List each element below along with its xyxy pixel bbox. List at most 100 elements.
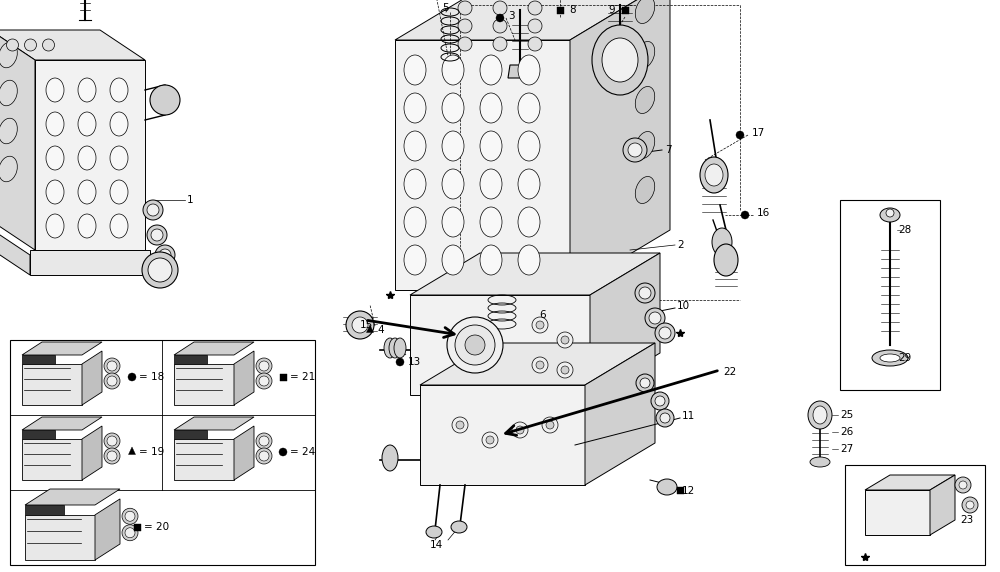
Circle shape	[128, 373, 136, 381]
Ellipse shape	[602, 38, 638, 82]
Ellipse shape	[518, 55, 540, 85]
Circle shape	[660, 413, 670, 423]
Circle shape	[107, 361, 117, 371]
Ellipse shape	[518, 131, 540, 161]
Circle shape	[741, 211, 749, 219]
Polygon shape	[590, 253, 660, 395]
Ellipse shape	[0, 156, 17, 182]
Circle shape	[104, 358, 120, 374]
Circle shape	[458, 1, 472, 15]
Circle shape	[148, 258, 172, 282]
Ellipse shape	[480, 93, 502, 123]
Ellipse shape	[404, 169, 426, 199]
Ellipse shape	[110, 146, 128, 170]
Text: 4: 4	[377, 325, 384, 335]
Polygon shape	[22, 364, 82, 405]
Circle shape	[42, 39, 54, 51]
Ellipse shape	[442, 245, 464, 275]
Circle shape	[659, 327, 671, 339]
Ellipse shape	[518, 93, 540, 123]
Bar	[134, 523, 140, 530]
Text: = 24: = 24	[290, 447, 315, 457]
Circle shape	[655, 396, 665, 406]
Bar	[556, 6, 564, 14]
Circle shape	[628, 143, 642, 157]
Text: 13: 13	[408, 357, 421, 367]
Polygon shape	[22, 417, 102, 430]
Polygon shape	[95, 499, 120, 560]
Ellipse shape	[813, 406, 827, 424]
Ellipse shape	[872, 350, 908, 366]
Text: 11: 11	[682, 411, 695, 421]
Polygon shape	[174, 417, 254, 430]
Text: 22: 22	[723, 367, 736, 377]
Text: = 20: = 20	[144, 522, 169, 532]
Text: 10: 10	[677, 301, 690, 311]
Polygon shape	[22, 342, 102, 355]
Ellipse shape	[404, 245, 426, 275]
Bar	[845, 465, 985, 565]
Circle shape	[736, 131, 744, 139]
Polygon shape	[410, 253, 660, 295]
Ellipse shape	[394, 338, 406, 358]
Circle shape	[256, 373, 272, 389]
Polygon shape	[585, 343, 655, 485]
Ellipse shape	[880, 354, 900, 362]
Ellipse shape	[404, 207, 426, 237]
Circle shape	[104, 373, 120, 389]
Ellipse shape	[635, 177, 655, 204]
Ellipse shape	[78, 78, 96, 102]
Ellipse shape	[389, 338, 401, 358]
Bar	[10, 340, 315, 565]
Ellipse shape	[404, 131, 426, 161]
Polygon shape	[25, 505, 64, 515]
Circle shape	[122, 525, 138, 541]
Polygon shape	[0, 30, 145, 60]
Circle shape	[962, 497, 978, 513]
Circle shape	[656, 409, 674, 427]
Polygon shape	[0, 30, 35, 250]
Polygon shape	[508, 65, 532, 78]
Ellipse shape	[0, 80, 17, 106]
Text: 3: 3	[508, 11, 515, 21]
Circle shape	[561, 336, 569, 344]
Circle shape	[512, 422, 528, 438]
Circle shape	[155, 245, 175, 265]
Text: 8: 8	[569, 5, 576, 15]
Ellipse shape	[442, 169, 464, 199]
Polygon shape	[82, 426, 102, 480]
Ellipse shape	[810, 457, 830, 467]
Ellipse shape	[382, 445, 398, 471]
Ellipse shape	[657, 479, 677, 495]
Circle shape	[546, 421, 554, 429]
Ellipse shape	[46, 112, 64, 136]
Circle shape	[259, 451, 269, 461]
Circle shape	[486, 436, 494, 444]
Circle shape	[623, 138, 647, 162]
Text: 15: 15	[360, 320, 373, 330]
Text: 28: 28	[898, 225, 911, 235]
Polygon shape	[234, 351, 254, 405]
Ellipse shape	[518, 207, 540, 237]
Circle shape	[7, 39, 18, 51]
Circle shape	[528, 19, 542, 33]
Text: 17: 17	[752, 128, 765, 138]
Ellipse shape	[78, 180, 96, 204]
Circle shape	[955, 477, 971, 493]
Circle shape	[259, 361, 269, 371]
Circle shape	[516, 426, 524, 434]
Ellipse shape	[46, 180, 64, 204]
Polygon shape	[25, 489, 120, 505]
Text: 6: 6	[539, 310, 546, 320]
Circle shape	[452, 417, 468, 433]
Ellipse shape	[635, 86, 655, 113]
Circle shape	[528, 1, 542, 15]
Circle shape	[493, 1, 507, 15]
Polygon shape	[420, 385, 585, 485]
Text: 26: 26	[840, 427, 853, 437]
Bar	[676, 487, 684, 494]
Circle shape	[447, 317, 503, 373]
Circle shape	[346, 311, 374, 339]
Ellipse shape	[0, 118, 17, 144]
Circle shape	[640, 378, 650, 388]
